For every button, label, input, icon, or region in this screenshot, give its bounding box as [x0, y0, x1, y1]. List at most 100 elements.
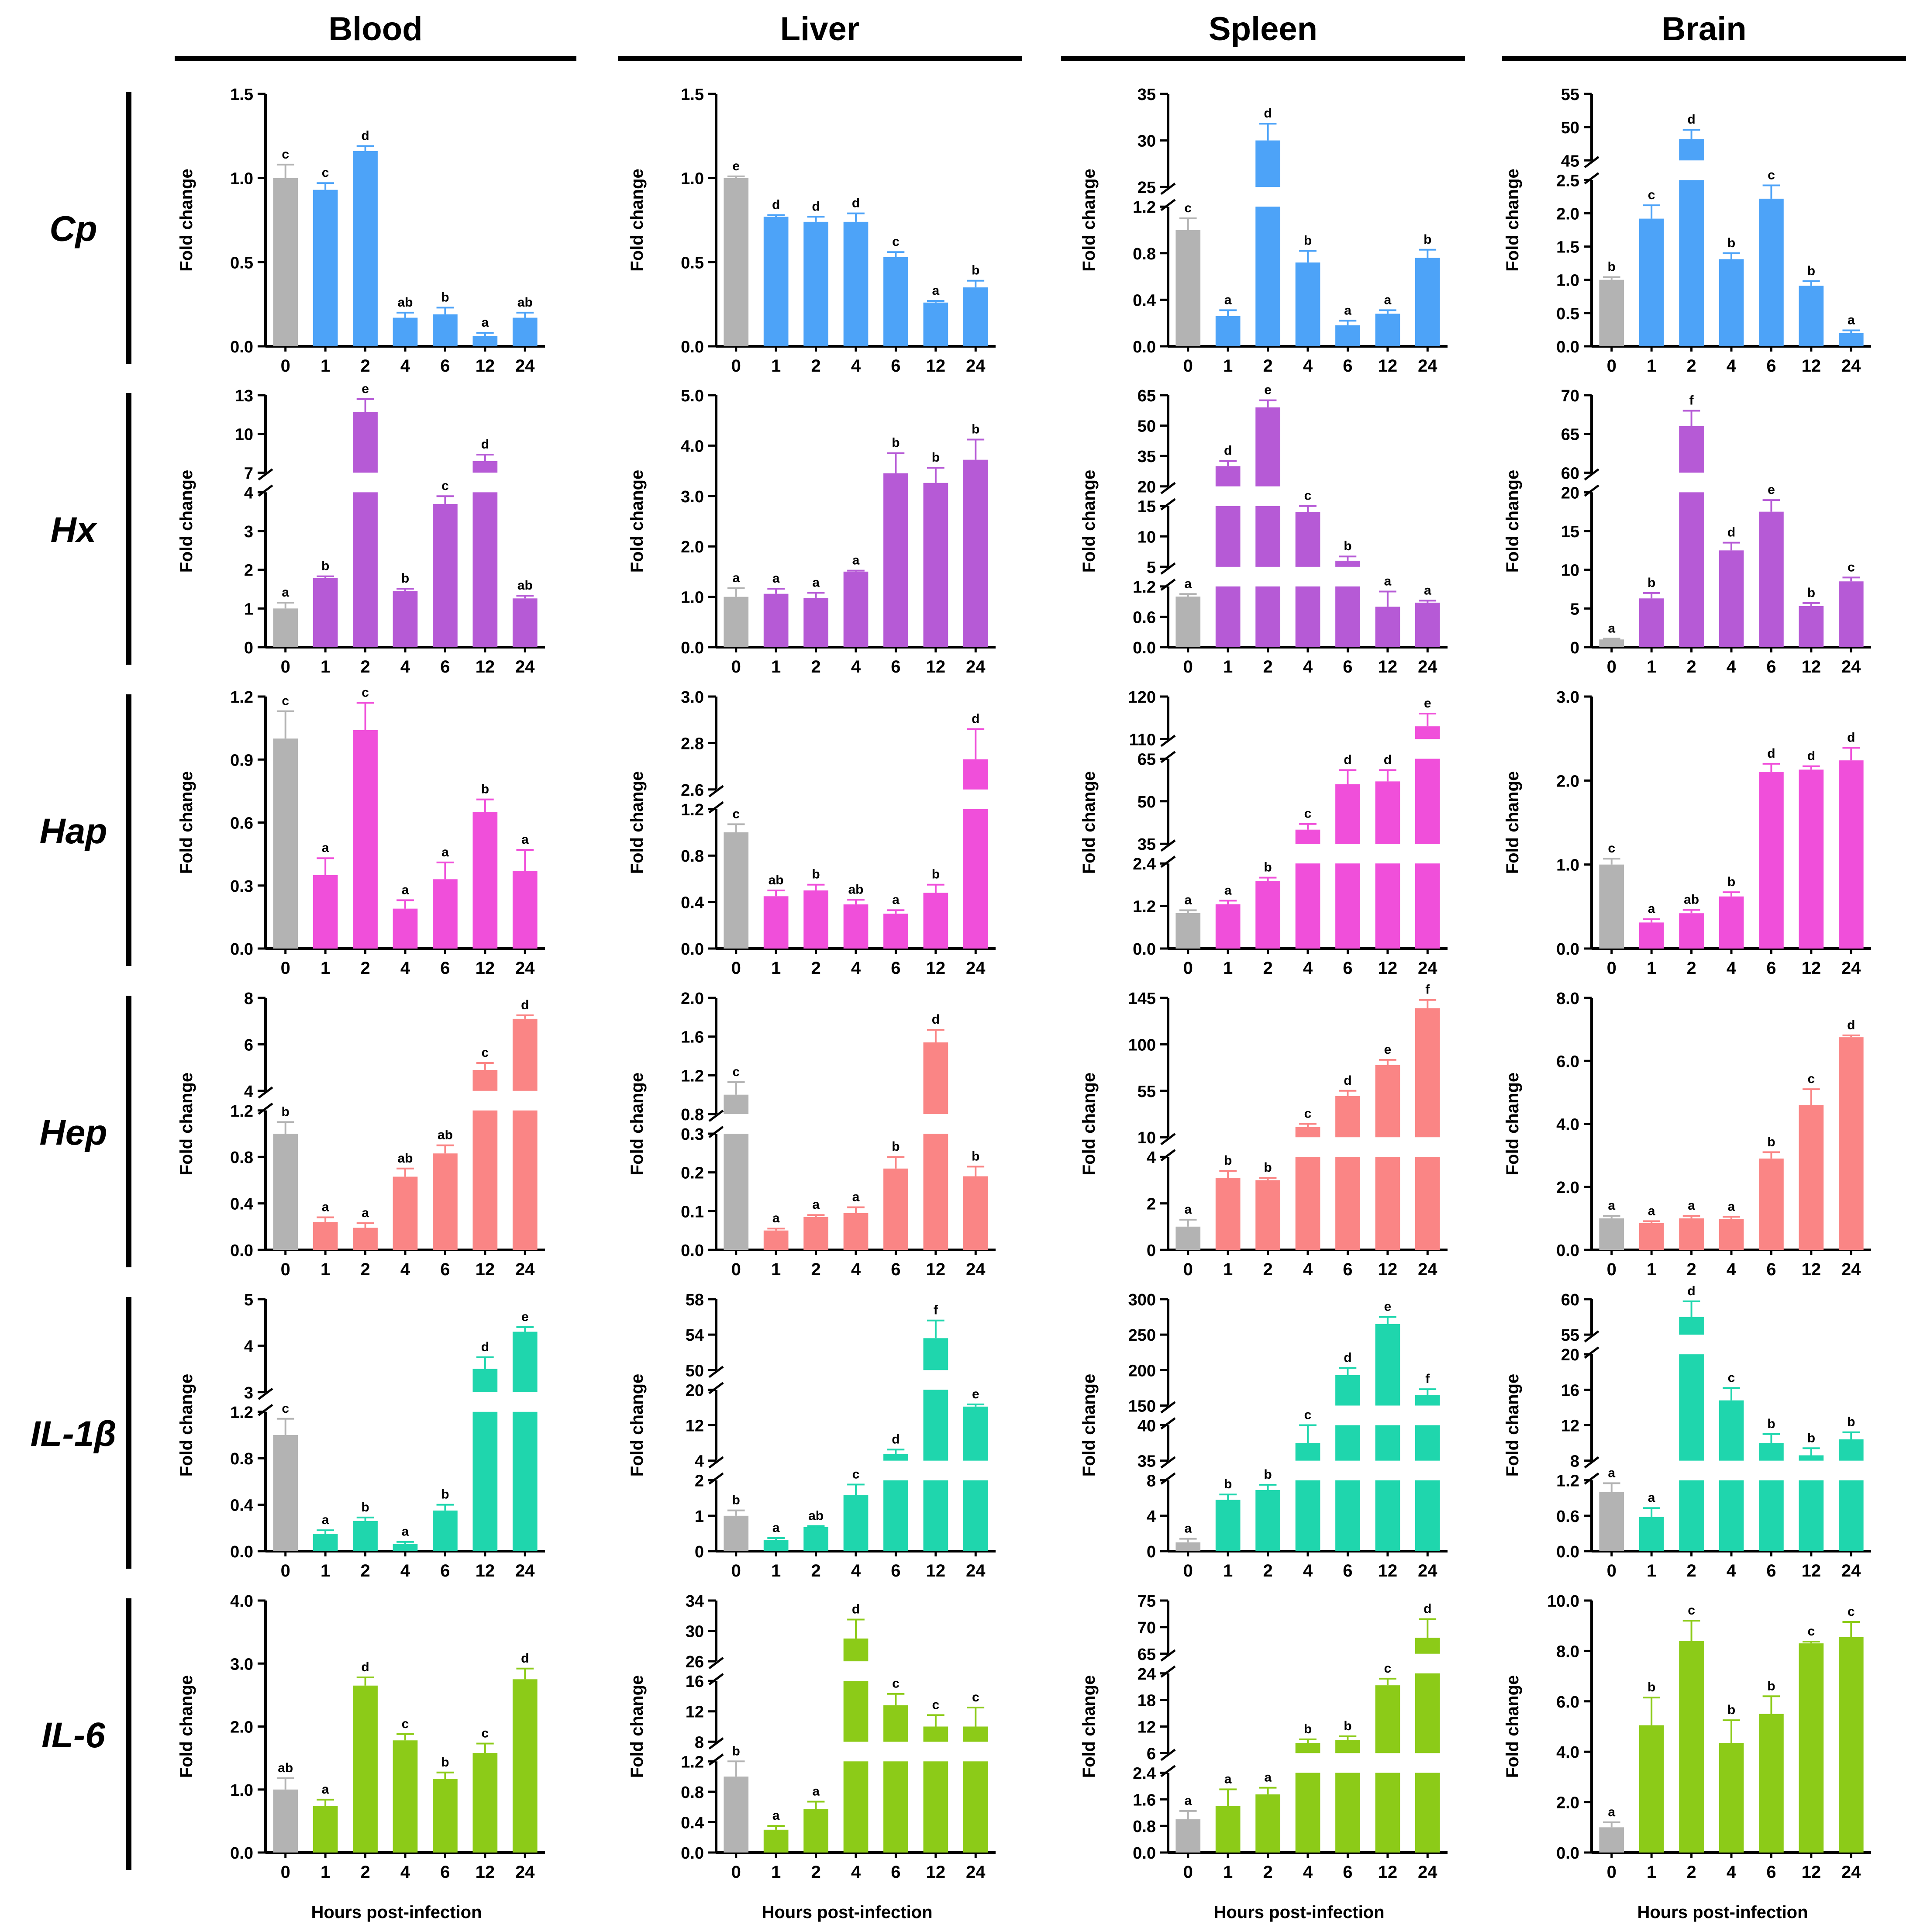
bar-0h	[724, 597, 749, 647]
y-tick-label: 50	[1138, 793, 1156, 811]
bar-break-gap	[1414, 844, 1441, 864]
significance-letter: ab	[517, 578, 533, 593]
y-tick-label: 0	[695, 1543, 704, 1561]
bar-1h	[313, 1222, 338, 1250]
significance-letter: a	[1184, 893, 1192, 907]
bar-2h	[353, 412, 378, 647]
x-tick-label: 24	[1841, 657, 1861, 676]
significance-letter: a	[402, 883, 409, 897]
y-tick-label: 2.4	[1133, 855, 1156, 873]
axis-break-mark	[1160, 1401, 1176, 1414]
bar-4h	[1719, 896, 1744, 949]
y-axis-label: Fold change	[627, 1073, 647, 1176]
x-tick-label: 6	[440, 1561, 450, 1580]
significance-letter: c	[1808, 1624, 1815, 1639]
x-tick-label: 4	[1303, 1260, 1313, 1279]
y-tick-label: 1.2	[681, 1753, 704, 1771]
significance-letter: e	[1424, 696, 1431, 711]
x-tick-label: 0	[731, 657, 741, 676]
x-tick-label: 2	[1686, 657, 1696, 676]
bar-12h	[923, 483, 948, 647]
significance-letter: a	[772, 1521, 780, 1535]
x-tick-label: 4	[400, 1561, 410, 1580]
y-axis-label: Fold change	[1503, 1675, 1522, 1778]
bar-24h	[512, 1679, 538, 1853]
y-tick-label: 1.0	[1556, 856, 1579, 875]
bar-6h	[433, 504, 458, 647]
x-tick-label: 4	[400, 657, 410, 676]
significance-letter: d	[1807, 749, 1815, 763]
x-tick-label: 24	[515, 356, 535, 376]
x-tick-label: 1	[771, 1260, 781, 1279]
significance-letter: c	[892, 235, 900, 249]
significance-letter: b	[1727, 875, 1735, 889]
y-axis-label: Fold change	[627, 470, 647, 573]
x-tick-label: 2	[360, 1561, 370, 1580]
y-tick-label: 55	[1561, 86, 1579, 104]
significance-letter: a	[1224, 1772, 1232, 1786]
y-tick-label: 55	[1561, 1326, 1579, 1345]
significance-letter: a	[772, 571, 780, 586]
bar-6h	[883, 257, 908, 346]
bar-break-gap	[923, 1742, 949, 1762]
bar-1h	[313, 190, 338, 346]
axis-break-mark	[258, 1102, 273, 1115]
axis-break-mark	[1160, 199, 1176, 211]
x-tick-label: 24	[966, 1561, 986, 1580]
bar-1h	[313, 1534, 338, 1551]
bar-2h	[1679, 1317, 1704, 1551]
x-tick-label: 1	[1223, 657, 1233, 676]
significance-letter: c	[852, 1467, 860, 1481]
y-tick-label: 4	[1147, 1508, 1156, 1526]
bar-break-gap	[1758, 1460, 1784, 1480]
y-tick-label: 45	[1561, 152, 1579, 170]
x-tick-label: 4	[1727, 1260, 1737, 1279]
bar-24h	[1415, 602, 1440, 647]
significance-letter: c	[1728, 1370, 1735, 1385]
significance-letter: b	[1767, 1135, 1775, 1149]
x-tick-label: 0	[1607, 959, 1617, 978]
y-tick-label: 0.4	[230, 1497, 253, 1515]
significance-letter: ab	[848, 882, 863, 897]
x-tick-label: 6	[440, 959, 450, 978]
significance-letter: b	[1847, 1415, 1855, 1429]
significance-letter: a	[1848, 313, 1855, 327]
y-tick-label: 0.0	[1133, 1844, 1156, 1863]
row-label-il-1beta: IL-1β	[31, 1414, 117, 1454]
x-tick-label: 24	[515, 1561, 535, 1580]
bar-break-gap	[1375, 844, 1401, 864]
x-tick-label: 0	[281, 1260, 290, 1279]
bar-1h	[1639, 218, 1664, 346]
y-tick-label: 2.4	[1133, 1764, 1156, 1783]
bar-0h	[1599, 1492, 1624, 1551]
axis-break-mark	[1160, 1456, 1176, 1469]
significance-letter: a	[1384, 574, 1392, 588]
significance-letter: d	[1727, 525, 1735, 540]
y-tick-label: 4.0	[1556, 1743, 1579, 1762]
bar-2h	[803, 1217, 828, 1250]
bar-12h	[923, 893, 948, 949]
x-tick-label: 6	[891, 356, 900, 376]
y-tick-label: 16	[1561, 1381, 1579, 1400]
x-tick-label: 0	[1607, 1260, 1617, 1279]
y-tick-label: 2.0	[1556, 1179, 1579, 1197]
bar-6h	[1759, 1443, 1784, 1551]
y-tick-label: 1.2	[230, 1102, 253, 1121]
significance-letter: d	[1847, 730, 1855, 745]
y-tick-label: 10	[235, 426, 253, 444]
significance-letter: ab	[278, 1761, 293, 1775]
axis-break-mark	[1160, 751, 1176, 763]
y-tick-label: 3.0	[230, 1655, 253, 1673]
bar-4h	[1719, 1743, 1744, 1853]
x-tick-label: 4	[1303, 356, 1313, 376]
bar-24h	[1838, 333, 1864, 346]
bar-break-gap	[843, 1742, 869, 1762]
significance-letter: c	[1848, 1604, 1855, 1619]
significance-letter: b	[1344, 1719, 1351, 1733]
axis-break-mark	[1584, 1330, 1599, 1343]
significance-letter: ab	[1684, 893, 1699, 907]
bar-2h	[1679, 1218, 1704, 1250]
bar-12h	[1375, 1324, 1400, 1551]
y-tick-label: 20	[686, 1381, 704, 1400]
